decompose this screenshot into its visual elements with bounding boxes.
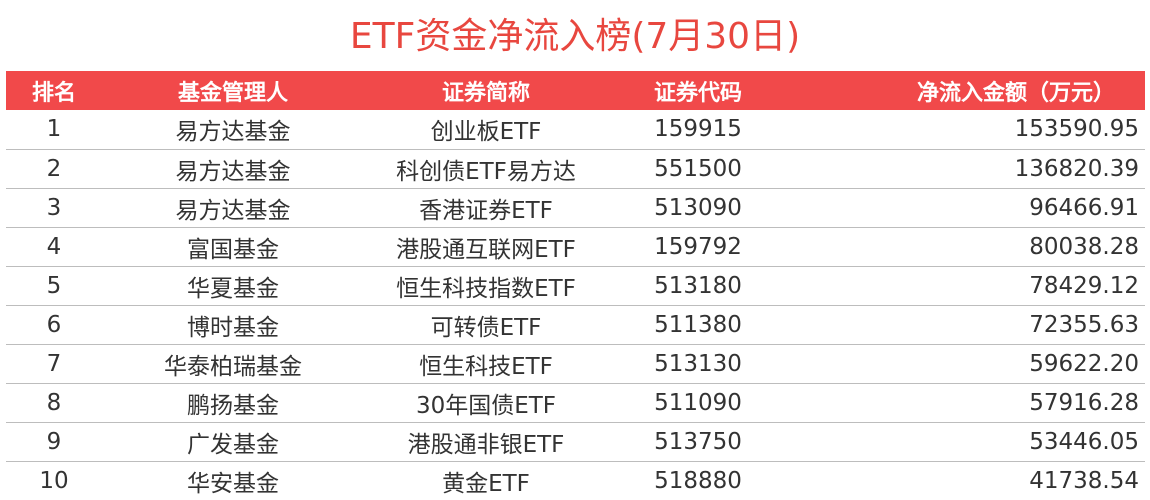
cell-net-inflow: 53446.05 [1029, 428, 1139, 455]
header-rank: 排名 [31, 80, 76, 106]
cell-rank: 8 [46, 389, 62, 416]
page-title: ETF资金净流入榜(7月30日) [349, 16, 801, 57]
cell-net-inflow: 153590.95 [1014, 116, 1139, 143]
cell-rank: 2 [46, 155, 62, 182]
table-row: 4 富国基金 港股通互联网ETF 159792 80038.28 [6, 227, 1145, 266]
cell-manager: 华夏基金 [187, 275, 279, 302]
cell-security-name: 创业板ETF [430, 119, 542, 146]
cell-security-name: 香港证券ETF [419, 197, 553, 224]
cell-security-code: 511380 [654, 311, 742, 338]
cell-rank: 6 [46, 311, 62, 338]
cell-manager: 鹏扬基金 [187, 392, 279, 419]
cell-security-name: 港股通非银ETF [407, 431, 565, 458]
table-row: 1 易方达基金 创业板ETF 159915 153590.95 [6, 110, 1145, 149]
cell-manager: 华安基金 [187, 470, 279, 497]
cell-rank: 9 [46, 428, 62, 455]
cell-rank: 5 [46, 272, 62, 299]
cell-security-name: 黄金ETF [442, 470, 530, 497]
cell-rank: 1 [46, 116, 62, 143]
cell-rank: 7 [46, 350, 62, 377]
table-header: 排名 基金管理人 证券简称 证券代码 净流入金额（万元） [6, 71, 1145, 110]
table-row: 7 华泰柏瑞基金 恒生科技ETF 513130 59622.20 [6, 344, 1145, 383]
cell-rank: 4 [46, 233, 62, 260]
cell-security-code: 159792 [654, 233, 742, 260]
cell-manager: 易方达基金 [175, 197, 291, 224]
cell-security-code: 513180 [654, 272, 742, 299]
table-row: 5 华夏基金 恒生科技指数ETF 513180 78429.12 [6, 266, 1145, 305]
cell-net-inflow: 59622.20 [1029, 350, 1139, 377]
cell-rank: 3 [46, 194, 62, 221]
cell-manager: 易方达基金 [175, 158, 291, 185]
cell-rank: 10 [39, 467, 69, 494]
table-row: 8 鹏扬基金 30年国债ETF 511090 57916.28 [6, 383, 1145, 422]
table-row: 10 华安基金 黄金ETF 518880 41738.54 [6, 461, 1145, 500]
table-row: 9 广发基金 港股通非银ETF 513750 53446.05 [6, 422, 1145, 461]
header-manager: 基金管理人 [177, 80, 288, 106]
cell-net-inflow: 78429.12 [1029, 272, 1139, 299]
cell-security-code: 513750 [654, 428, 742, 455]
etf-inflow-table: 排名 基金管理人 证券简称 证券代码 净流入金额（万元） 1 易方达基金 创业板… [6, 71, 1145, 500]
cell-security-code: 513090 [654, 194, 742, 221]
table-body: 1 易方达基金 创业板ETF 159915 153590.95 2 易方达基金 … [6, 110, 1145, 500]
cell-manager: 易方达基金 [175, 119, 291, 146]
cell-net-inflow: 136820.39 [1014, 155, 1139, 182]
cell-net-inflow: 96466.91 [1029, 194, 1139, 221]
cell-security-code: 513130 [654, 350, 742, 377]
cell-manager: 博时基金 [187, 314, 279, 341]
cell-security-code: 518880 [654, 467, 742, 494]
cell-security-name: 可转债ETF [430, 314, 542, 341]
cell-net-inflow: 57916.28 [1029, 389, 1139, 416]
cell-net-inflow: 41738.54 [1029, 467, 1139, 494]
cell-security-name: 港股通互联网ETF [396, 236, 576, 263]
header-security-name: 证券简称 [441, 80, 530, 106]
cell-manager: 华泰柏瑞基金 [164, 353, 302, 380]
cell-security-name: 30年国债ETF [415, 392, 557, 419]
cell-manager: 广发基金 [187, 431, 279, 458]
cell-manager: 富国基金 [187, 236, 279, 263]
cell-security-name: 恒生科技ETF [419, 353, 553, 380]
cell-security-code: 551500 [654, 155, 742, 182]
cell-security-code: 159915 [654, 116, 742, 143]
cell-net-inflow: 80038.28 [1029, 233, 1139, 260]
table-row: 2 易方达基金 科创债ETF易方达 551500 136820.39 [6, 149, 1145, 188]
cell-security-code: 511090 [654, 389, 742, 416]
header-security-code: 证券代码 [653, 80, 742, 106]
cell-net-inflow: 72355.63 [1029, 311, 1139, 338]
header-row: 排名 基金管理人 证券简称 证券代码 净流入金额（万元） [6, 71, 1145, 110]
header-net-inflow: 净流入金额（万元） [916, 80, 1115, 106]
cell-security-name: 恒生科技指数ETF [396, 275, 576, 302]
table-row: 6 博时基金 可转债ETF 511380 72355.63 [6, 305, 1145, 344]
table-row: 3 易方达基金 香港证券ETF 513090 96466.91 [6, 188, 1145, 227]
cell-security-name: 科创债ETF易方达 [396, 158, 576, 185]
